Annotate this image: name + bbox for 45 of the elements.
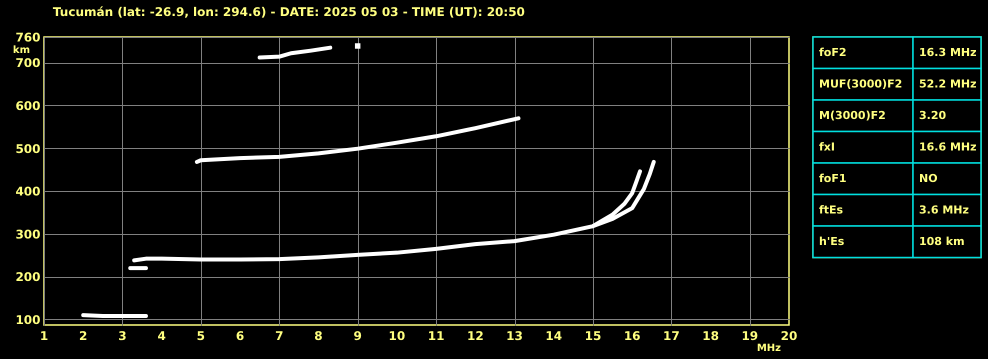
x-axis-title: MHz [756,343,782,354]
text: h'Es [819,234,845,248]
text: ftEs [819,203,844,216]
y-tick-label: 200 [15,270,40,284]
x-tick-label: 20 [780,329,798,343]
x-tick-label: 18 [702,329,719,343]
x-tick-label: 15 [584,329,602,343]
x-tick-label: 17 [663,329,680,343]
text: 16.3 MHz [919,46,977,59]
x-tick-label: 1 [40,329,48,343]
text: MUF(3000)F2 [819,77,902,90]
text: M(3000)F2 [819,108,886,122]
y-tick-label: 300 [15,227,40,242]
text: 108 km [919,234,965,248]
x-tick-label: 2 [79,329,88,343]
text: fxI [819,140,835,154]
x-tick-label: 9 [354,329,362,343]
text: NO [919,172,938,185]
y-tick-label: 700 [15,56,40,70]
text: 3.6 MHz [919,203,969,216]
x-tick-label: 12 [466,329,484,343]
x-tick-label: 4 [157,329,166,343]
x-tick-label: 13 [506,329,523,343]
x-tick-label: 19 [741,329,758,343]
text: 16.6 MHz [919,140,977,154]
text: foF1 [819,172,847,185]
y-tick-label: 760 [15,30,40,44]
x-tick-label: 6 [236,329,244,343]
x-tick-label: 8 [314,329,323,343]
text: 3.20 [919,108,946,122]
x-tick-label: 7 [275,329,284,343]
x-tick-label: 10 [388,329,406,343]
x-tick-label: 16 [624,329,641,343]
y-axis-title: km [12,45,30,56]
y-tick-label: 500 [15,142,40,156]
x-tick-label: 3 [118,329,127,343]
x-tick-label: 11 [428,329,444,343]
y-tick-label: 400 [15,184,40,199]
y-tick-label: 100 [15,312,40,327]
x-tick-label: 5 [196,329,206,343]
chart-title: Tucumán (lat: -26.9, lon: 294.6) - DATE: 2025 05 03 - TIME (UT): 20:50 [52,5,525,19]
x-tick-label: 14 [545,329,562,343]
y-tick-label: 600 [15,98,40,113]
text: foF2 [819,46,847,59]
text: 52.2 MHz [919,77,977,90]
